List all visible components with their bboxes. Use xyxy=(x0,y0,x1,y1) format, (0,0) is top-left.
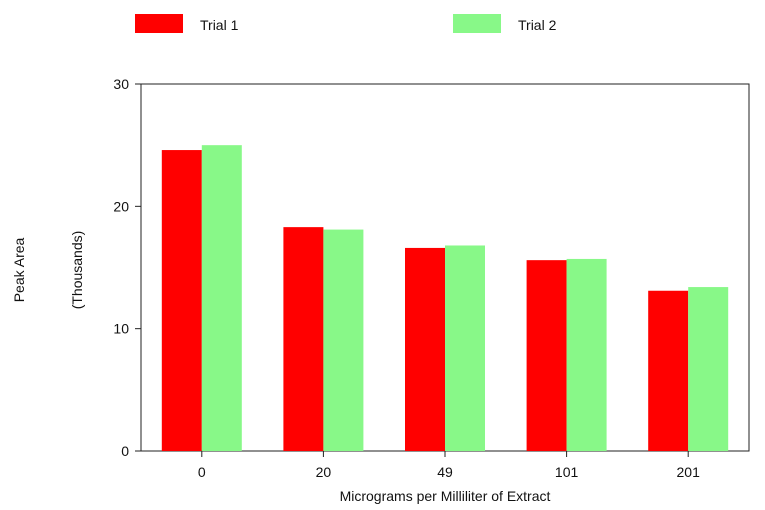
y-tick-label: 0 xyxy=(121,443,129,459)
y-tick-label: 20 xyxy=(113,198,129,214)
x-axis-ticks: 0 20 49 101 201 xyxy=(198,451,700,480)
bar-trial-1-0 xyxy=(161,150,202,451)
x-axis-title: Micrograms per Milliliter of Extract xyxy=(340,488,551,504)
x-tick-label: 101 xyxy=(555,464,579,480)
y-tick-label: 30 xyxy=(113,76,129,92)
bar-trial-1-49 xyxy=(405,247,445,451)
bar-trial-1-101 xyxy=(526,260,567,451)
legend-swatch-trial-1 xyxy=(135,14,183,33)
x-tick-label: 201 xyxy=(677,464,701,480)
y-axis-title: Peak Area xyxy=(11,237,27,302)
legend-label-trial-2: Trial 2 xyxy=(518,17,557,33)
bar-trial-2-201 xyxy=(688,287,729,451)
bar-trial-2-49 xyxy=(445,245,485,451)
legend: Trial 1 Trial 2 xyxy=(135,14,557,33)
y-axis-units: (Thousands) xyxy=(69,231,85,310)
bar-trial-1-201 xyxy=(648,290,689,451)
bar-trial-2-101 xyxy=(566,258,607,451)
legend-label-trial-1: Trial 1 xyxy=(200,17,239,33)
x-tick-label: 20 xyxy=(316,464,332,480)
bars xyxy=(161,145,729,451)
x-tick-label: 0 xyxy=(198,464,206,480)
bar-trial-1-20 xyxy=(283,227,324,451)
bar-trial-2-20 xyxy=(323,229,364,451)
bar-trial-2-0 xyxy=(201,145,242,451)
y-axis-ticks: 0 10 20 30 xyxy=(113,76,141,459)
legend-swatch-trial-2 xyxy=(453,14,501,33)
y-tick-label: 10 xyxy=(113,321,129,337)
x-tick-label: 49 xyxy=(437,464,453,480)
